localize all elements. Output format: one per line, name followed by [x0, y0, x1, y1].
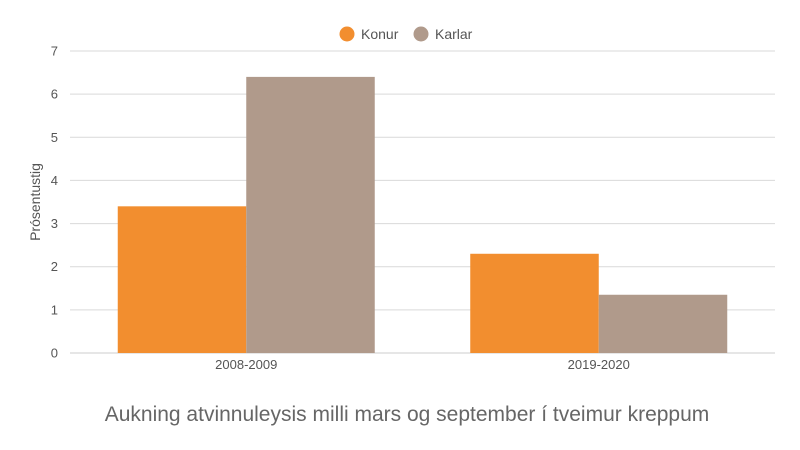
chart-title: Aukning atvinnuleysis milli mars og sept… [105, 403, 710, 426]
y-tick-label: 3 [51, 216, 58, 231]
y-tick-label: 1 [51, 302, 58, 317]
y-tick-label: 7 [51, 44, 58, 59]
y-axis-title: Prósentustig [27, 163, 43, 241]
y-axis-ticks: 0 1 2 3 4 5 6 7 [51, 44, 58, 361]
y-tick-label: 2 [51, 259, 58, 274]
x-tick-label: 2019-2020 [568, 357, 630, 372]
bar-karlar-2019-2020 [598, 294, 728, 353]
bars [117, 76, 728, 353]
legend: Konur Karlar [339, 26, 473, 42]
bar-karlar-2008-2009 [246, 76, 375, 353]
legend-label-karlar[interactable]: Karlar [435, 26, 473, 42]
y-tick-label: 4 [51, 173, 58, 188]
y-tick-label: 5 [51, 130, 58, 145]
x-tick-label: 2008-2009 [215, 357, 277, 372]
bar-konur-2019-2020 [470, 253, 599, 353]
legend-marker-konur[interactable] [339, 26, 355, 42]
legend-label-konur[interactable]: Konur [361, 26, 399, 42]
x-axis-ticks: 2008-2009 2019-2020 [215, 357, 630, 372]
y-tick-label: 6 [51, 87, 58, 102]
y-tick-label: 0 [51, 346, 58, 361]
bar-konur-2008-2009 [117, 206, 247, 353]
legend-marker-karlar[interactable] [413, 26, 429, 42]
